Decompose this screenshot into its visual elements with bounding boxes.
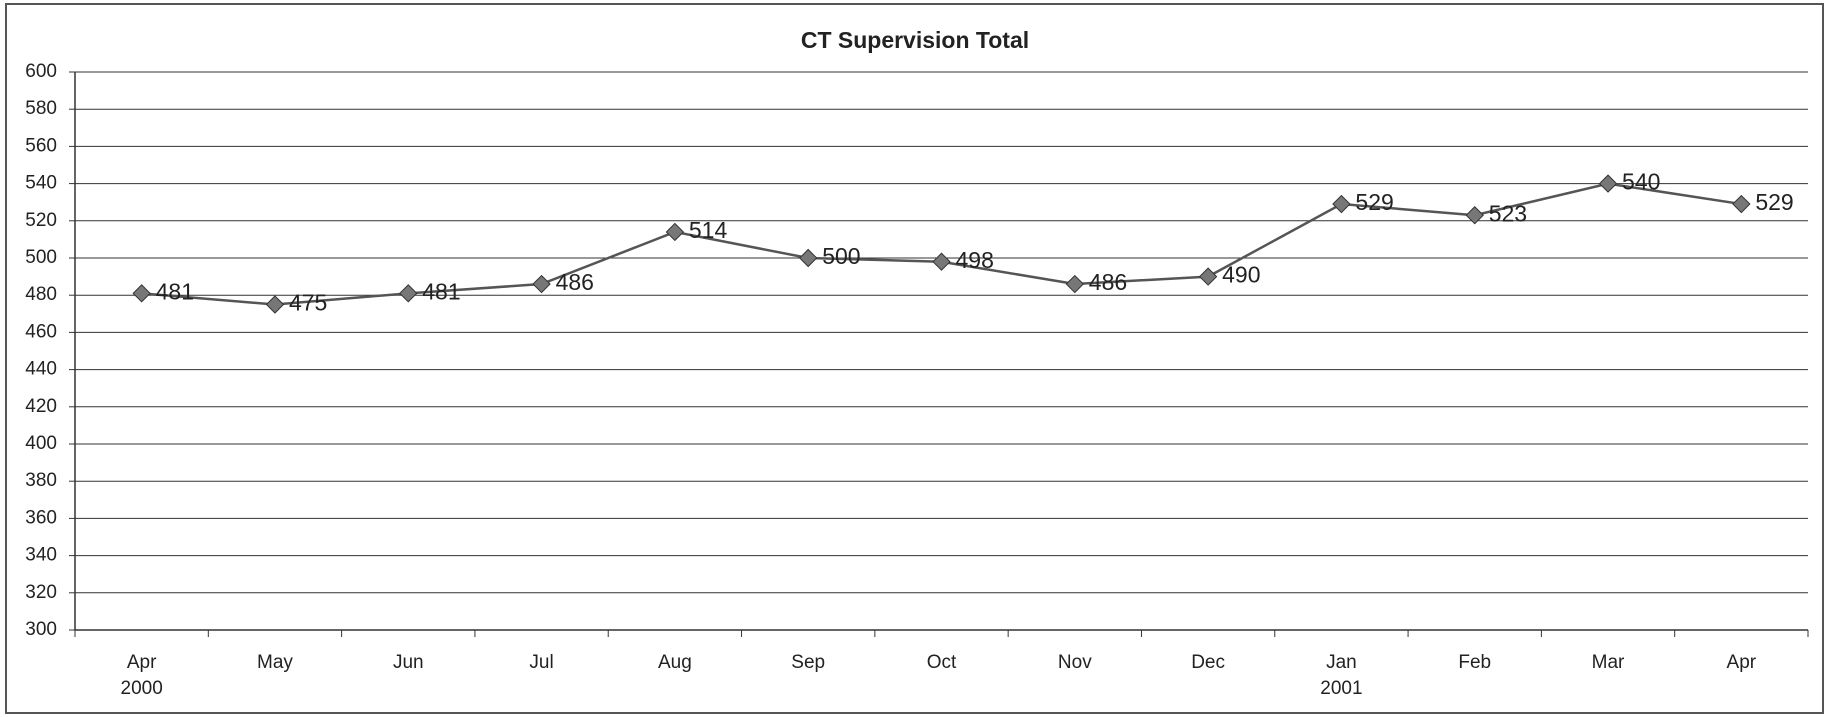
data-label: 475: [289, 290, 327, 316]
marker: [932, 252, 951, 271]
data-label: 481: [156, 278, 194, 304]
y-tick-label: 560: [25, 135, 57, 156]
y-tick-label: 300: [25, 619, 57, 640]
data-label: 500: [822, 243, 860, 269]
x-tick-label: Feb: [1458, 652, 1491, 673]
x-tick-label: Sep: [791, 652, 825, 673]
marker: [798, 248, 818, 268]
data-label: 490: [1222, 262, 1260, 288]
data-label: 486: [556, 269, 594, 295]
chart-title: CT Supervision Total: [801, 27, 1029, 53]
marker: [265, 295, 285, 314]
x-tick-label: Apr: [1727, 652, 1757, 673]
y-tick-label: 360: [25, 507, 57, 528]
y-tick-label: 480: [25, 284, 57, 305]
chart-frame: [5, 3, 1824, 714]
marker: [399, 284, 418, 303]
y-tick-label: 400: [25, 433, 57, 454]
marker: [1732, 194, 1751, 214]
y-tick-label: 460: [25, 321, 57, 342]
y-tick-label: 380: [25, 470, 57, 491]
data-label: 540: [1622, 169, 1660, 195]
y-tick-label: 420: [25, 396, 57, 417]
marker: [1598, 174, 1618, 193]
y-tick-label: 600: [25, 61, 57, 82]
x-tick-label: Jul: [529, 652, 553, 673]
x-tick-label: Dec: [1191, 652, 1225, 673]
x-tick-label: Jun: [393, 652, 424, 673]
marker: [1332, 194, 1351, 214]
data-label: 529: [1355, 189, 1393, 215]
y-tick-label: 520: [25, 210, 57, 231]
data-label: 514: [689, 217, 728, 243]
marker: [1465, 206, 1484, 225]
y-tick-label: 540: [25, 173, 57, 194]
y-tick-label: 340: [25, 545, 57, 566]
marker: [1198, 267, 1218, 286]
x-tick-label: Apr 2000: [121, 652, 163, 699]
data-label: 481: [422, 278, 460, 304]
y-tick-label: 580: [25, 98, 57, 119]
x-tick-label: Oct: [927, 652, 957, 673]
data-label: 498: [956, 247, 994, 273]
marker: [132, 284, 151, 303]
marker: [665, 222, 685, 242]
x-tick-label: Mar: [1592, 652, 1625, 673]
marker: [1065, 274, 1085, 294]
y-tick-label: 320: [25, 582, 57, 603]
x-tick-label: May: [257, 652, 293, 673]
data-label: 523: [1489, 200, 1527, 226]
x-tick-label: Aug: [658, 652, 692, 673]
marker: [532, 274, 551, 294]
y-tick-label: 440: [25, 359, 57, 380]
x-tick-label: Nov: [1058, 652, 1092, 673]
x-tick-label: Jan 2001: [1320, 652, 1362, 699]
data-label: 486: [1089, 269, 1127, 295]
data-label: 529: [1755, 189, 1793, 215]
y-tick-label: 500: [25, 247, 57, 268]
